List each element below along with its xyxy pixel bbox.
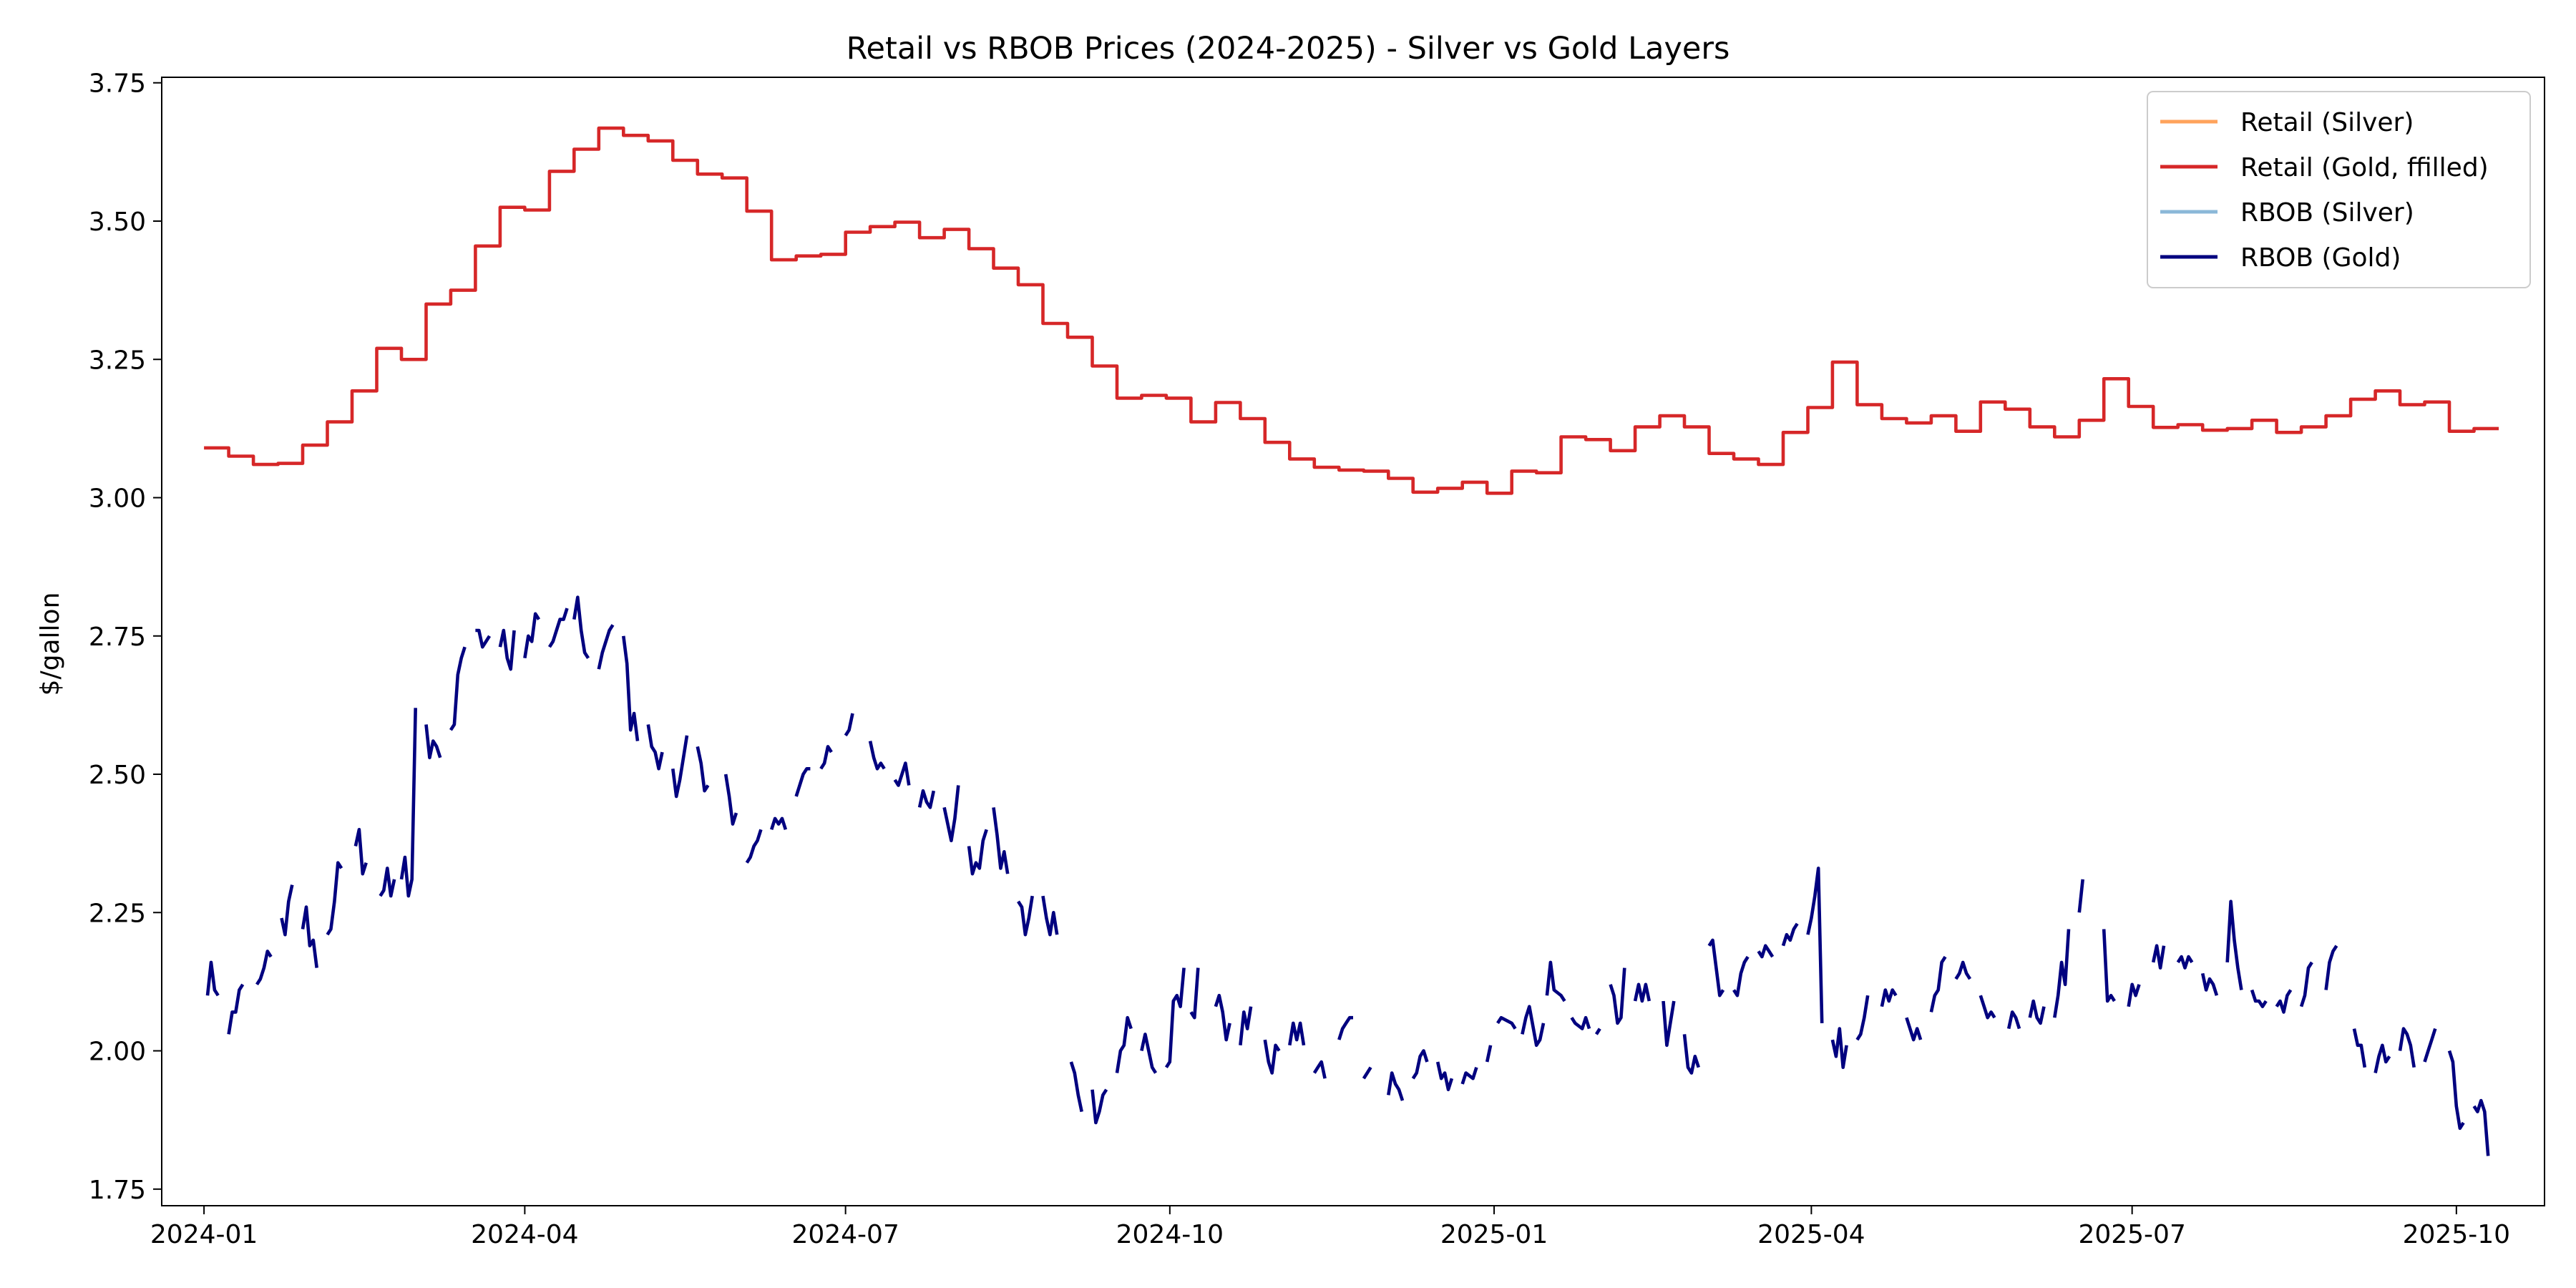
y-tick-label: 2.25 bbox=[89, 899, 146, 928]
chart-title: Retail vs RBOB Prices (2024-2025) - Silv… bbox=[847, 31, 1730, 67]
series-layer bbox=[204, 126, 2499, 1156]
y-axis-label: $/gallon bbox=[36, 592, 65, 696]
y-tick-label: 3.75 bbox=[89, 69, 146, 99]
legend-entry-retail-silver: Retail (Silver) bbox=[2240, 108, 2414, 137]
x-tick-label: 2024-10 bbox=[1116, 1220, 1224, 1249]
x-tick-label: 2024-07 bbox=[791, 1220, 899, 1249]
x-tick-label: 2025-01 bbox=[1440, 1220, 1548, 1249]
legend-entry-retail-gold-ffilled: Retail (Gold, ffilled) bbox=[2240, 153, 2489, 182]
y-tick-label: 2.00 bbox=[89, 1038, 146, 1067]
legend: Retail (Silver) Retail (Gold, ffilled) RBO… bbox=[2147, 91, 2531, 288]
y-tick-label: 3.50 bbox=[89, 208, 146, 237]
x-tick-label: 2024-04 bbox=[471, 1220, 578, 1249]
y-tick-label: 3.00 bbox=[89, 484, 146, 514]
axes-layer: 1.75 2.00 2.25 2.50 2.75 3.00 3.25 3.50 3.75 2024… bbox=[89, 69, 2545, 1249]
series-rbob-gold bbox=[205, 595, 2490, 1156]
series-line-retail-gold-ffilled bbox=[204, 126, 2499, 495]
y-tick-label: 2.75 bbox=[89, 623, 146, 652]
legend-entry-rbob-gold: RBOB (Gold) bbox=[2240, 243, 2401, 273]
x-tick-label: 2025-07 bbox=[2078, 1220, 2185, 1249]
x-tick-label: 2024-01 bbox=[150, 1220, 258, 1249]
plot-frame bbox=[161, 77, 2545, 1206]
y-tick-label: 3.25 bbox=[89, 346, 146, 375]
series-line-rbob-gold bbox=[205, 595, 2490, 1156]
legend-box bbox=[2147, 91, 2531, 288]
series-retail-gold-ffilled bbox=[204, 126, 2499, 495]
legend-entry-rbob-silver: RBOB (Silver) bbox=[2240, 198, 2414, 228]
x-tick-label: 2025-04 bbox=[1757, 1220, 1865, 1249]
y-tick-label: 2.50 bbox=[89, 761, 146, 790]
x-tick-label: 2025-10 bbox=[2403, 1220, 2510, 1249]
y-tick-label: 1.75 bbox=[89, 1176, 146, 1205]
